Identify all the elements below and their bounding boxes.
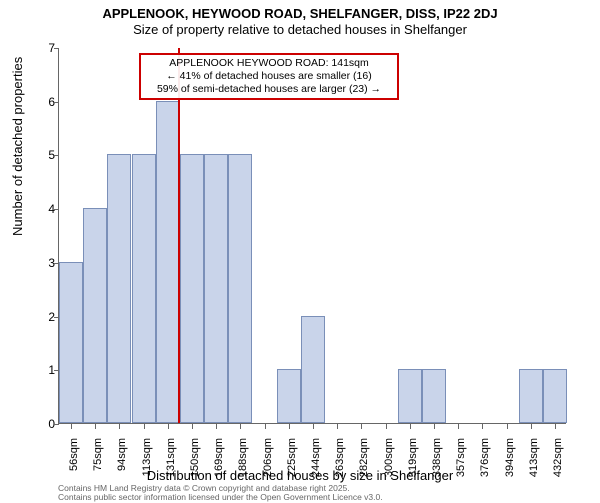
y-tick-label: 2 — [31, 310, 55, 324]
x-axis-label: Distribution of detached houses by size … — [0, 468, 600, 483]
chart-title-sub: Size of property relative to detached ho… — [0, 22, 600, 38]
y-tick-label: 0 — [31, 417, 55, 431]
x-tick-mark — [410, 424, 411, 429]
x-tick-mark — [71, 424, 72, 429]
x-tick-mark — [531, 424, 532, 429]
histogram-bar — [59, 262, 83, 423]
y-tick-mark — [54, 424, 59, 425]
x-tick-mark — [458, 424, 459, 429]
histogram-bar — [301, 316, 325, 423]
histogram-bar — [180, 154, 204, 423]
x-tick-mark — [337, 424, 338, 429]
histogram-bar — [422, 369, 446, 423]
x-tick-mark — [265, 424, 266, 429]
annotation-line: 59% of semi-detached houses are larger (… — [145, 83, 393, 96]
x-tick-mark — [482, 424, 483, 429]
annotation-line: ← 41% of detached houses are smaller (16… — [145, 70, 393, 83]
chart-plot-area: 0123456756sqm75sqm94sqm113sqm131sqm150sq… — [58, 48, 566, 424]
x-tick-mark — [434, 424, 435, 429]
y-tick-label: 3 — [31, 256, 55, 270]
x-tick-mark — [216, 424, 217, 429]
histogram-bar — [398, 369, 422, 423]
chart-title-main: APPLENOOK, HEYWOOD ROAD, SHELFANGER, DIS… — [0, 6, 600, 22]
x-tick-mark — [192, 424, 193, 429]
histogram-bar — [107, 154, 131, 423]
x-tick-mark — [555, 424, 556, 429]
y-tick-label: 1 — [31, 363, 55, 377]
y-tick-mark — [54, 209, 59, 210]
y-tick-label: 5 — [31, 148, 55, 162]
footnote-line-2: Contains public sector information licen… — [58, 493, 383, 502]
x-tick-mark — [168, 424, 169, 429]
y-axis-label: Number of detached properties — [10, 57, 25, 236]
x-tick-mark — [289, 424, 290, 429]
annotation-line: APPLENOOK HEYWOOD ROAD: 141sqm — [145, 57, 393, 70]
y-tick-label: 4 — [31, 202, 55, 216]
y-tick-mark — [54, 155, 59, 156]
x-tick-mark — [144, 424, 145, 429]
y-tick-label: 6 — [31, 95, 55, 109]
x-tick-mark — [507, 424, 508, 429]
x-tick-mark — [386, 424, 387, 429]
histogram-bar — [83, 208, 107, 423]
x-tick-mark — [95, 424, 96, 429]
histogram-bar — [204, 154, 228, 423]
x-tick-mark — [313, 424, 314, 429]
x-tick-mark — [240, 424, 241, 429]
x-tick-mark — [119, 424, 120, 429]
histogram-bar — [156, 101, 180, 423]
histogram-bar — [228, 154, 252, 423]
y-tick-mark — [54, 48, 59, 49]
histogram-bar — [277, 369, 301, 423]
property-marker-line — [178, 48, 180, 423]
histogram-bar — [132, 154, 156, 423]
histogram-bar — [519, 369, 543, 423]
x-tick-mark — [361, 424, 362, 429]
y-tick-label: 7 — [31, 41, 55, 55]
y-tick-mark — [54, 102, 59, 103]
histogram-bar — [543, 369, 567, 423]
annotation-box: APPLENOOK HEYWOOD ROAD: 141sqm← 41% of d… — [139, 53, 399, 100]
